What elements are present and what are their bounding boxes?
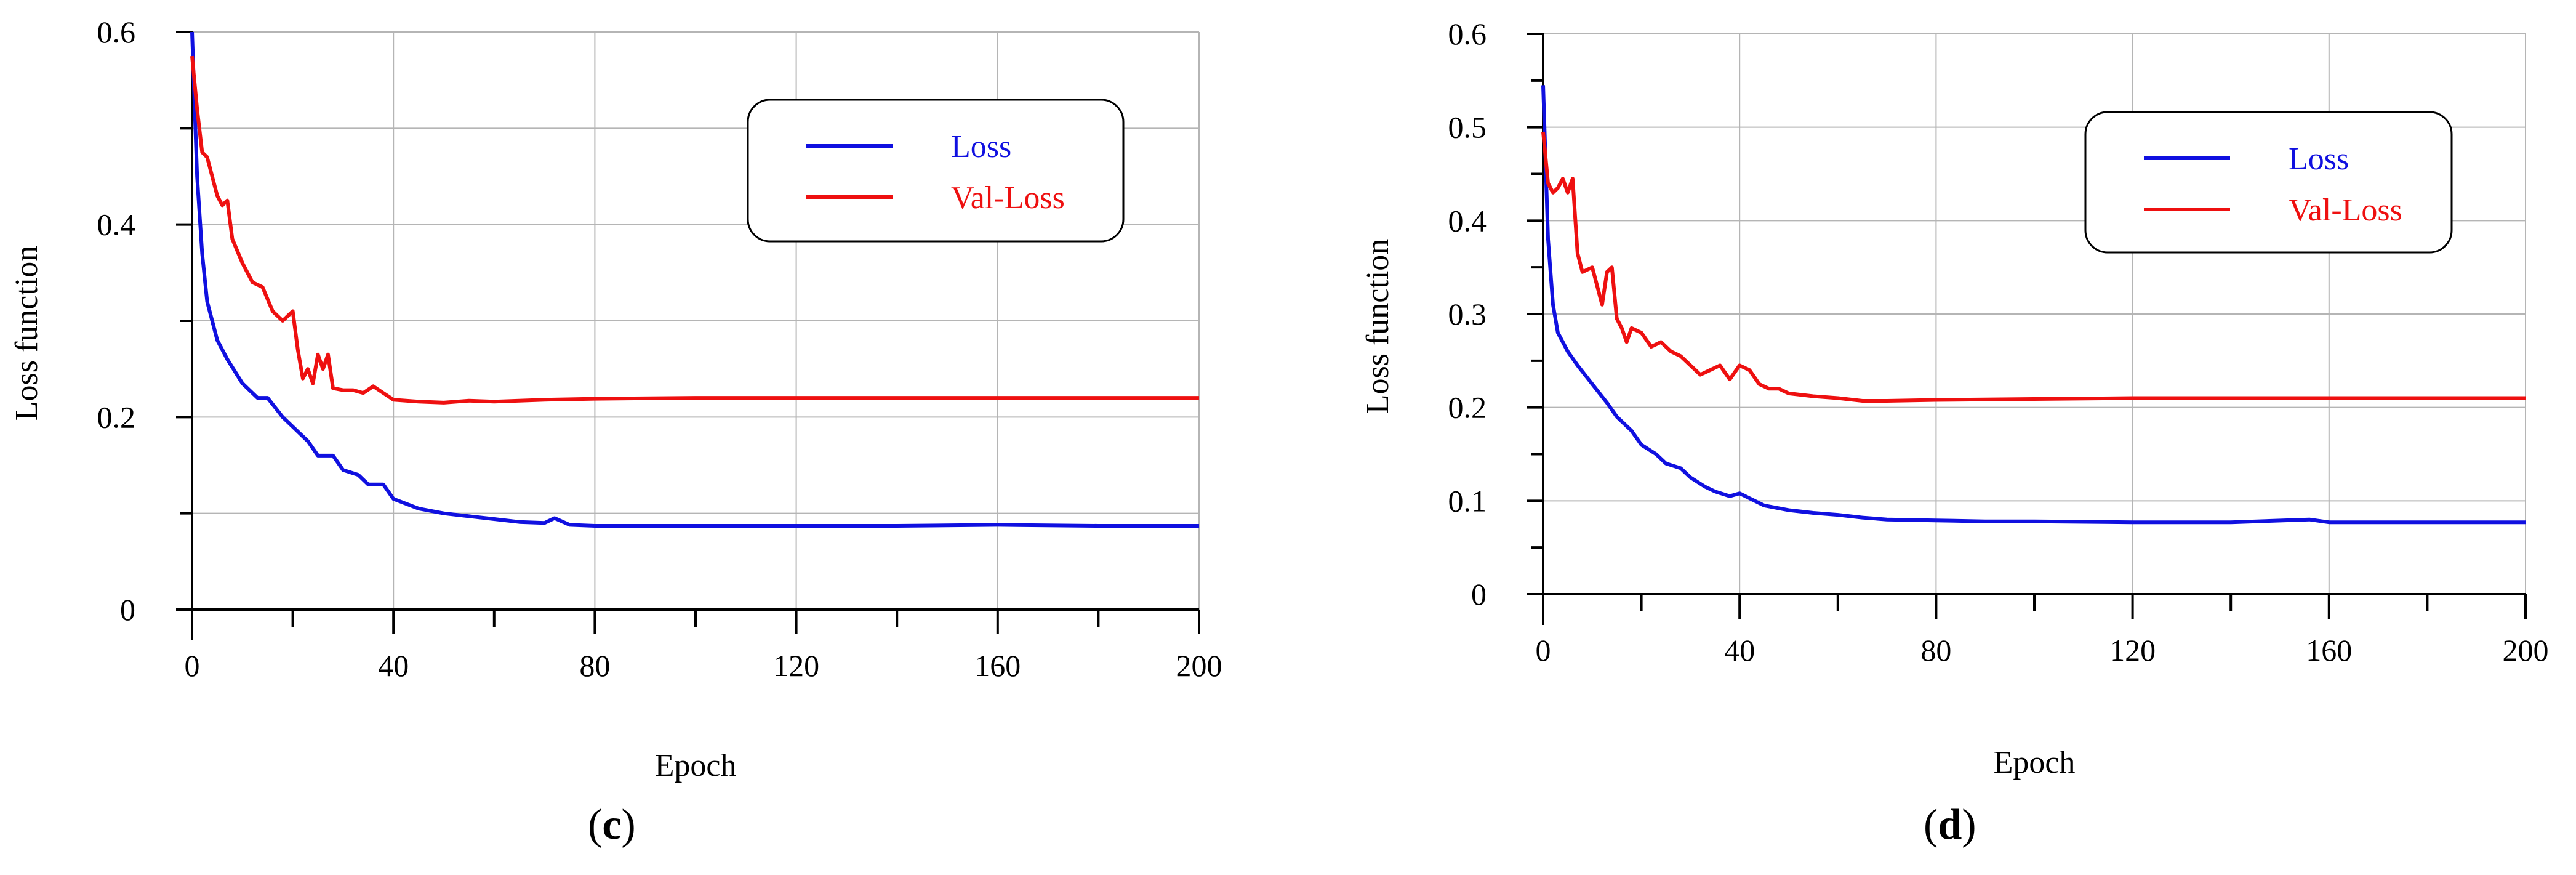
legend: Loss Val-Loss <box>2084 111 2453 254</box>
panel-label-c-letter: c <box>602 801 622 849</box>
y-tick-label: 0 <box>120 592 135 627</box>
panel-label-d: (d) <box>1924 801 1976 849</box>
x-axis-label: Epoch <box>1994 745 2076 780</box>
series-line-loss <box>1541 85 2526 525</box>
y-tick-label: 0.4 <box>97 208 136 242</box>
y-tick-label: 0.2 <box>1448 390 1487 425</box>
y-tick-label: 0.2 <box>97 400 136 434</box>
legend: Loss Val-Loss <box>747 99 1125 243</box>
y-tick-label: 0 <box>1471 577 1487 611</box>
x-tick-label: 120 <box>773 648 819 683</box>
y-tick-label: 0.6 <box>1448 17 1487 51</box>
series-line-val-loss <box>1541 131 2526 403</box>
x-tick-label: 0 <box>185 648 200 683</box>
line-chart-c: 0 40 80 120 160 200 0 0.2 0.4 0.6 Epoch Loss functi… <box>9 15 1222 783</box>
x-tick-label: 200 <box>1176 648 1222 683</box>
y-axis-label: Loss function <box>1360 239 1395 414</box>
panel-label-d-letter: d <box>1938 801 1962 849</box>
chart-panel-d: 0 40 80 120 160 200 0 0.1 0.2 0.3 0.4 0.5 0.6 Epoch Lo… <box>1351 0 2576 875</box>
x-tick-label: 160 <box>974 648 1021 683</box>
y-tick-label: 0.5 <box>1448 110 1487 145</box>
y-tick-label: 0.6 <box>97 15 136 49</box>
legend-box <box>747 99 1125 243</box>
legend-label-val-loss: Val-Loss <box>2289 193 2402 228</box>
series-line-val-loss <box>190 55 1199 405</box>
x-tick-label: 40 <box>1724 633 1755 667</box>
y-tick-label: 0.4 <box>1448 203 1487 238</box>
legend-label-loss: Loss <box>2289 142 2349 177</box>
y-tick-label: 0.3 <box>1448 297 1487 331</box>
x-tick-label: 0 <box>1536 633 1551 667</box>
series-line-loss <box>190 31 1199 528</box>
x-tick-label: 80 <box>1920 633 1951 667</box>
y-tick-label: 0.1 <box>1448 483 1487 518</box>
x-tick-label: 200 <box>2503 633 2549 667</box>
x-tick-label: 120 <box>2109 633 2156 667</box>
legend-label-val-loss: Val-Loss <box>951 180 1065 216</box>
x-tick-label: 40 <box>378 648 409 683</box>
x-tick-label: 160 <box>2306 633 2352 667</box>
legend-label-loss: Loss <box>951 129 1011 164</box>
panel-label-c: (c) <box>588 801 636 849</box>
line-chart-d: 0 40 80 120 160 200 0 0.1 0.2 0.3 0.4 0.5 0.6 Epoch Lo… <box>1360 17 2549 780</box>
x-axis-label: Epoch <box>655 748 737 783</box>
x-tick-label: 80 <box>579 648 610 683</box>
legend-box <box>2084 111 2453 254</box>
y-axis-label: Loss function <box>9 246 44 421</box>
chart-panel-c: 0 40 80 120 160 200 0 0.2 0.4 0.6 Epoch Loss functi… <box>0 0 1286 875</box>
